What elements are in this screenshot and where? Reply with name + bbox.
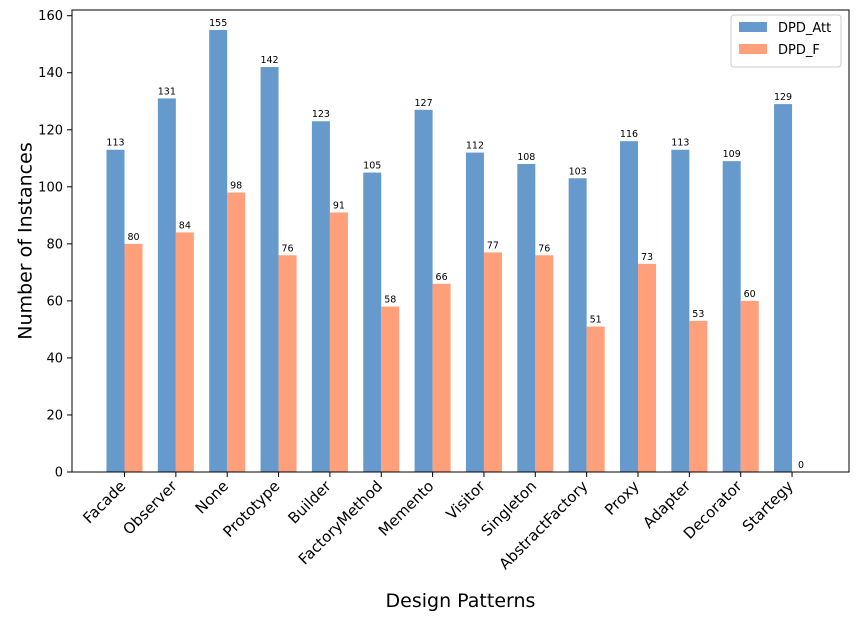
bar-dpd-f-abstractfactory [586,326,605,472]
x-tick-label-none: None [192,477,232,517]
bar-dpd-f-prototype [278,255,297,472]
legend-swatch-dpd-att [739,22,767,32]
bar-dpd-f-adapter [689,320,708,472]
data-label-dpd-att-proxy: 116 [620,129,638,140]
bar-dpd-att-builder [311,121,330,472]
y-tick-label: 140 [38,66,63,81]
legend-swatch-dpd-f [739,44,767,54]
y-tick-label: 40 [46,351,63,366]
plot-area [106,29,793,473]
data-label-dpd-f-proxy: 73 [641,252,653,263]
x-tick-label-proxy: Proxy [601,477,643,519]
data-label-dpd-att-decorator: 109 [723,149,741,160]
data-label-dpd-f-observer: 84 [179,220,191,231]
data-label-dpd-att-memento: 127 [415,98,433,109]
data-label-dpd-att-factorymethod: 105 [363,161,381,172]
legend-label-dpd-f: DPD_F [778,43,820,58]
bar-dpd-att-abstractfactory [568,178,587,472]
data-label-dpd-att-prototype: 142 [260,55,278,66]
bar-dpd-att-decorator [722,161,741,473]
bar-dpd-att-none [209,29,228,473]
bar-dpd-f-observer [175,232,194,472]
data-label-dpd-att-facade: 113 [106,138,124,149]
data-label-dpd-f-none: 98 [230,181,242,192]
bar-dpd-f-builder [329,212,348,472]
data-labels: 113 131 155 142 123 105 127 112 108 103 116 113 109 1… [106,18,804,471]
bar-dpd-f-singleton [535,255,554,472]
data-label-dpd-att-singleton: 108 [517,152,535,163]
bar-dpd-att-observer [157,98,176,472]
data-label-dpd-att-adapter: 113 [671,138,689,149]
data-label-dpd-att-none: 155 [209,18,227,29]
data-label-dpd-att-startegy: 129 [774,92,792,103]
data-label-dpd-f-decorator: 60 [744,289,756,300]
bar-dpd-att-prototype [260,67,279,472]
y-tick-label: 0 [55,466,63,481]
bar-dpd-f-decorator [740,300,759,472]
x-axis-title: Design Patterns [386,590,536,612]
y-tick-label: 100 [38,180,63,195]
x-tick-label-memento: Memento [375,477,438,540]
bar-dpd-att-memento [414,109,433,472]
bar-dpd-f-visitor [483,252,502,472]
data-label-dpd-f-prototype: 76 [282,243,294,254]
bar-dpd-att-startegy [774,104,793,472]
data-label-dpd-att-observer: 131 [158,86,176,97]
bar-dpd-f-memento [432,283,451,472]
x-tick-label-observer: Observer [119,477,181,539]
bar-dpd-att-facade [106,149,125,473]
y-tick-label: 80 [46,237,63,252]
data-label-dpd-att-abstractfactory: 103 [569,166,587,177]
y-axis-title: Number of Instances [15,142,37,339]
data-label-dpd-f-adapter: 53 [692,309,704,320]
data-label-dpd-att-builder: 123 [312,109,330,120]
bar-dpd-f-proxy [638,263,656,472]
data-label-dpd-f-facade: 80 [127,232,139,243]
bar-dpd-att-visitor [465,152,484,472]
data-label-dpd-f-visitor: 77 [487,240,499,251]
x-tick-label-startegy: Startegy [739,477,797,535]
y-tick-label: 120 [38,123,63,138]
bar-dpd-att-proxy [620,141,638,472]
bar-dpd-att-factorymethod [363,172,382,473]
data-label-dpd-f-singleton: 76 [538,243,550,254]
data-label-dpd-f-startegy: 0 [798,460,804,471]
y-tick-label: 60 [46,294,63,309]
bar-dpd-f-factorymethod [381,306,400,472]
data-label-dpd-f-builder: 91 [333,200,345,211]
x-tick-label-builder: Builder [284,477,335,528]
x-tick-label-facade: Facade [79,477,129,527]
x-tick-label-visitor: Visitor [443,477,490,524]
plot-frame [71,9,850,473]
data-label-dpd-f-memento: 66 [436,272,448,283]
bar-dpd-att-adapter [671,149,690,473]
bar-dpd-f-none [227,192,246,472]
y-axis: 0 20 40 60 80 100 120 140 160 [38,9,72,481]
y-tick-label: 20 [46,408,63,423]
data-label-dpd-f-abstractfactory: 51 [590,315,602,326]
legend: DPD_Att DPD_F [730,14,842,68]
data-label-dpd-f-factorymethod: 58 [384,295,396,306]
y-tick-label: 160 [38,9,63,24]
data-label-dpd-att-visitor: 112 [466,141,484,152]
bar-dpd-f-facade [124,243,143,472]
bar-dpd-att-singleton [517,164,536,472]
x-tick-label-abstractfactory: AbstractFactory [495,477,591,573]
legend-label-dpd-att: DPD_Att [778,21,831,36]
x-tick-label-prototype: Prototype [219,477,283,541]
